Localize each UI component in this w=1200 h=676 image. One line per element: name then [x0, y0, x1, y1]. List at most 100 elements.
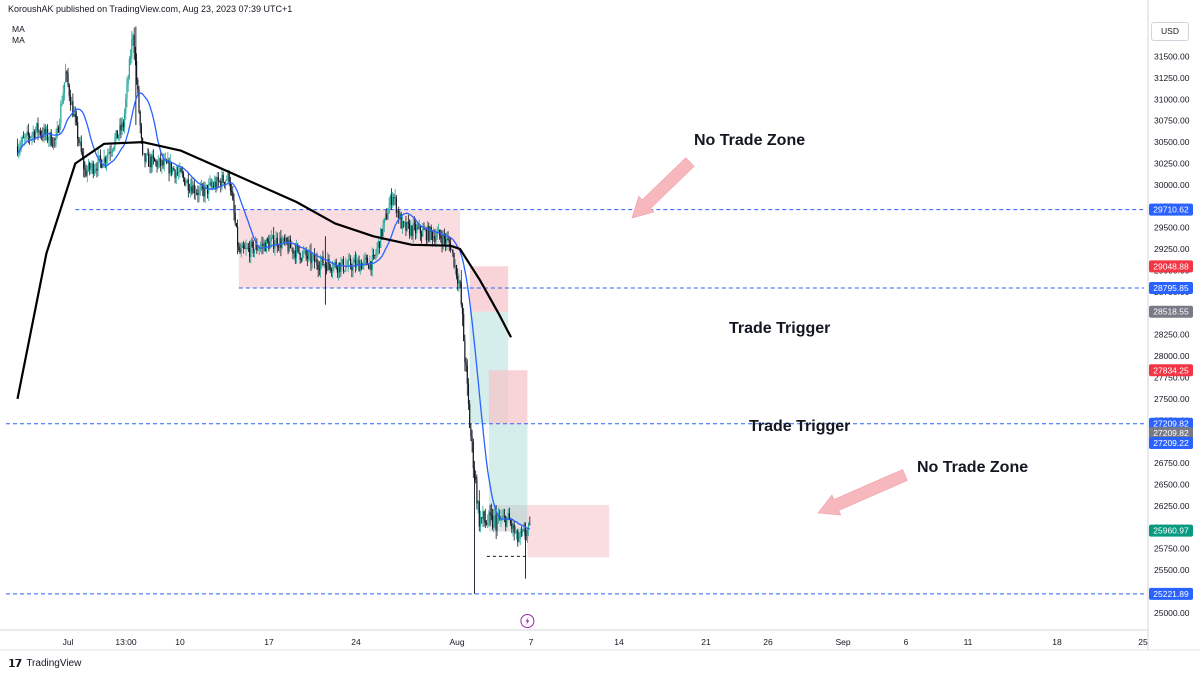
candle-body	[129, 56, 132, 59]
candle-body	[199, 188, 201, 190]
candle-body	[400, 214, 402, 229]
price-tick-label: 29500.00	[1154, 223, 1190, 233]
axes-layer: 25000.0025250.0025500.0025750.0026000.00…	[0, 0, 1200, 651]
tradingview-logo-icon: 𝟭𝟳	[8, 658, 22, 670]
candle-body	[239, 250, 241, 253]
candle-body	[126, 83, 128, 99]
candle-body	[448, 239, 450, 244]
candle-body	[389, 195, 391, 206]
candle-body	[395, 197, 397, 214]
candle-body	[405, 222, 407, 231]
price-tag: 29048.88	[1149, 260, 1193, 273]
candle-body	[515, 530, 518, 533]
candle-body	[325, 265, 328, 271]
price-tag-label: 27834.25	[1153, 365, 1189, 375]
candle-body	[221, 174, 223, 188]
candle-body	[63, 82, 66, 93]
ma-label-2[interactable]: MA	[12, 35, 25, 45]
candle-body	[297, 245, 299, 247]
candle-body	[275, 237, 277, 245]
candle-body	[369, 261, 371, 269]
candle-body	[184, 177, 186, 186]
candle-body	[487, 523, 489, 525]
candle-body	[294, 250, 296, 258]
price-tag-bg	[1149, 260, 1193, 273]
candle-body	[128, 58, 130, 79]
candle-body	[261, 243, 263, 247]
candle-body	[216, 176, 218, 188]
candle-body	[511, 523, 513, 529]
candle-body	[235, 223, 237, 227]
candle-body	[163, 160, 165, 166]
candle-body	[420, 233, 423, 237]
time-tick-label: 7	[529, 637, 534, 647]
candle-body	[334, 261, 336, 264]
price-tick-label: 30000.00	[1154, 180, 1190, 190]
candle-body	[132, 35, 134, 40]
candle-body	[483, 511, 485, 521]
candle-body	[424, 229, 426, 231]
candle-body	[179, 168, 181, 173]
candle-body	[172, 167, 174, 173]
candle-body	[133, 35, 135, 53]
candle-body	[453, 253, 455, 267]
candle-body	[109, 152, 111, 154]
candle-body	[339, 262, 341, 272]
candle-body	[299, 253, 301, 260]
candle-body	[59, 123, 61, 133]
candle-body	[362, 263, 364, 269]
candle-body	[274, 244, 276, 249]
candle-body	[301, 252, 304, 260]
candle-body	[91, 163, 93, 168]
candle-body	[484, 520, 486, 523]
candle-body	[435, 237, 437, 242]
candle-body	[168, 159, 170, 174]
candle-body	[223, 182, 225, 185]
candle-body	[22, 137, 25, 139]
candle-body	[105, 158, 108, 163]
candle-body	[276, 237, 278, 247]
candle-body	[411, 225, 413, 237]
candle-body	[113, 147, 115, 150]
candle-body	[60, 104, 62, 124]
time-tick-label: Aug	[449, 637, 464, 647]
tradingview-logo[interactable]: 𝟭𝟳 TradingView	[8, 657, 81, 670]
candle-body	[493, 516, 495, 528]
candle-body	[452, 249, 454, 254]
candle-body	[365, 257, 367, 259]
candle-body	[241, 245, 244, 248]
candle-body	[155, 161, 157, 163]
candle-body	[227, 171, 229, 180]
annotation-label-4: No Trade Zone	[917, 459, 1028, 476]
candle-body	[505, 516, 507, 527]
candle-body	[311, 256, 313, 264]
candle-body	[193, 184, 195, 194]
candle-body	[151, 155, 153, 168]
candle-body	[71, 101, 73, 105]
price-tag: 28795.85	[1149, 281, 1193, 294]
ma-label-1[interactable]: MA	[12, 24, 25, 34]
candle-body	[371, 255, 373, 270]
candle-body	[187, 179, 189, 191]
candle-body	[134, 52, 136, 61]
candle-body	[39, 130, 41, 135]
candle-body	[496, 518, 498, 531]
candle-body	[488, 512, 490, 524]
candle-body	[528, 523, 530, 530]
currency-button[interactable]: USD	[1151, 22, 1189, 41]
candle-body	[366, 257, 369, 265]
price-tag-bg	[1149, 436, 1193, 449]
candle-body	[21, 137, 23, 143]
candle-body	[441, 238, 443, 245]
candle-body	[520, 531, 522, 533]
candle-body	[81, 151, 84, 157]
candle-body	[329, 264, 331, 270]
candle-body	[204, 185, 206, 197]
candle-body	[116, 130, 118, 139]
candle-body	[333, 263, 335, 270]
candle-body	[217, 176, 219, 182]
candle-body	[16, 146, 19, 154]
candle-body	[288, 239, 290, 252]
candle-body	[436, 232, 438, 238]
